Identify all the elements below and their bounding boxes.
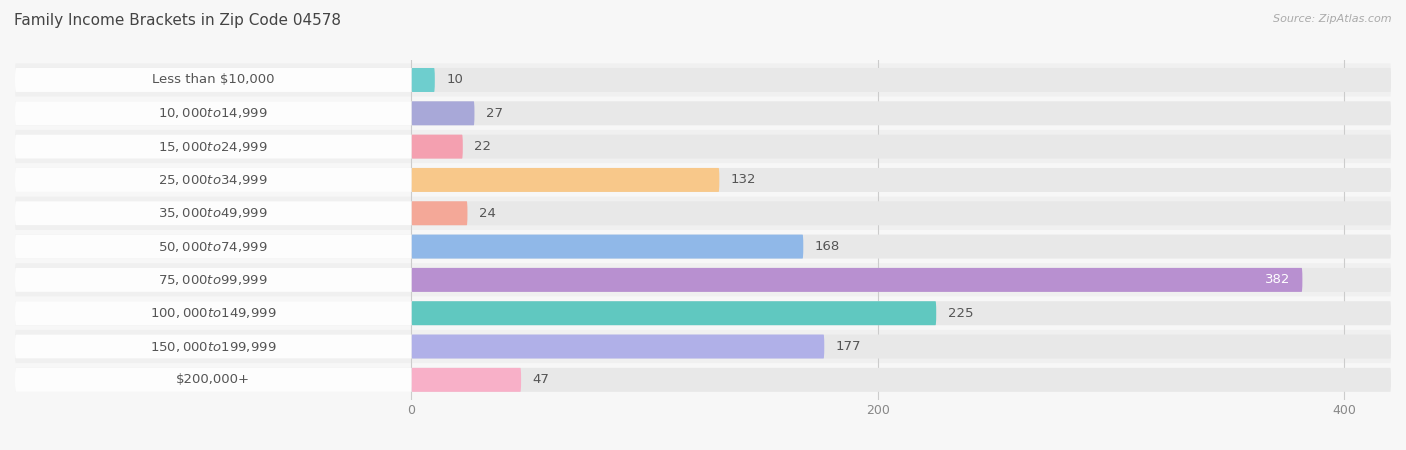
FancyBboxPatch shape — [15, 263, 1391, 297]
FancyBboxPatch shape — [412, 268, 1302, 292]
FancyBboxPatch shape — [412, 68, 434, 92]
Text: 168: 168 — [815, 240, 841, 253]
Text: 47: 47 — [533, 374, 550, 387]
FancyBboxPatch shape — [15, 230, 1391, 263]
FancyBboxPatch shape — [15, 301, 412, 325]
Text: 22: 22 — [474, 140, 492, 153]
FancyBboxPatch shape — [15, 168, 412, 192]
FancyBboxPatch shape — [412, 101, 474, 125]
FancyBboxPatch shape — [15, 234, 1391, 259]
FancyBboxPatch shape — [15, 68, 412, 92]
FancyBboxPatch shape — [412, 334, 824, 359]
FancyBboxPatch shape — [412, 301, 936, 325]
Text: $100,000 to $149,999: $100,000 to $149,999 — [150, 306, 277, 320]
Text: $35,000 to $49,999: $35,000 to $49,999 — [159, 206, 269, 220]
FancyBboxPatch shape — [15, 68, 1391, 92]
Text: Family Income Brackets in Zip Code 04578: Family Income Brackets in Zip Code 04578 — [14, 14, 342, 28]
Text: $200,000+: $200,000+ — [176, 374, 250, 387]
FancyBboxPatch shape — [15, 268, 412, 292]
Text: Less than $10,000: Less than $10,000 — [152, 73, 274, 86]
FancyBboxPatch shape — [15, 334, 412, 359]
Text: 132: 132 — [731, 173, 756, 186]
Text: 225: 225 — [948, 307, 973, 320]
Text: $25,000 to $34,999: $25,000 to $34,999 — [159, 173, 269, 187]
FancyBboxPatch shape — [15, 101, 1391, 125]
FancyBboxPatch shape — [15, 163, 1391, 197]
Text: 177: 177 — [837, 340, 862, 353]
FancyBboxPatch shape — [15, 368, 1391, 392]
FancyBboxPatch shape — [15, 135, 1391, 158]
FancyBboxPatch shape — [15, 130, 1391, 163]
FancyBboxPatch shape — [412, 135, 463, 158]
Text: 27: 27 — [486, 107, 503, 120]
FancyBboxPatch shape — [15, 297, 1391, 330]
FancyBboxPatch shape — [15, 268, 1391, 292]
FancyBboxPatch shape — [15, 97, 1391, 130]
Text: 10: 10 — [447, 73, 464, 86]
FancyBboxPatch shape — [15, 363, 1391, 396]
Text: 24: 24 — [479, 207, 496, 220]
Text: $15,000 to $24,999: $15,000 to $24,999 — [159, 140, 269, 153]
FancyBboxPatch shape — [412, 201, 467, 225]
FancyBboxPatch shape — [15, 234, 412, 259]
FancyBboxPatch shape — [15, 201, 412, 225]
Text: 382: 382 — [1265, 274, 1291, 286]
Text: $75,000 to $99,999: $75,000 to $99,999 — [159, 273, 269, 287]
Text: $10,000 to $14,999: $10,000 to $14,999 — [159, 106, 269, 120]
Text: Source: ZipAtlas.com: Source: ZipAtlas.com — [1274, 14, 1392, 23]
FancyBboxPatch shape — [15, 135, 412, 158]
FancyBboxPatch shape — [412, 234, 803, 259]
Text: $50,000 to $74,999: $50,000 to $74,999 — [159, 239, 269, 254]
FancyBboxPatch shape — [412, 168, 720, 192]
FancyBboxPatch shape — [15, 301, 1391, 325]
FancyBboxPatch shape — [15, 101, 412, 125]
FancyBboxPatch shape — [15, 201, 1391, 225]
FancyBboxPatch shape — [15, 63, 1391, 97]
FancyBboxPatch shape — [15, 197, 1391, 230]
FancyBboxPatch shape — [15, 334, 1391, 359]
Text: $150,000 to $199,999: $150,000 to $199,999 — [150, 340, 277, 354]
FancyBboxPatch shape — [412, 368, 522, 392]
FancyBboxPatch shape — [15, 368, 412, 392]
FancyBboxPatch shape — [15, 168, 1391, 192]
FancyBboxPatch shape — [15, 330, 1391, 363]
